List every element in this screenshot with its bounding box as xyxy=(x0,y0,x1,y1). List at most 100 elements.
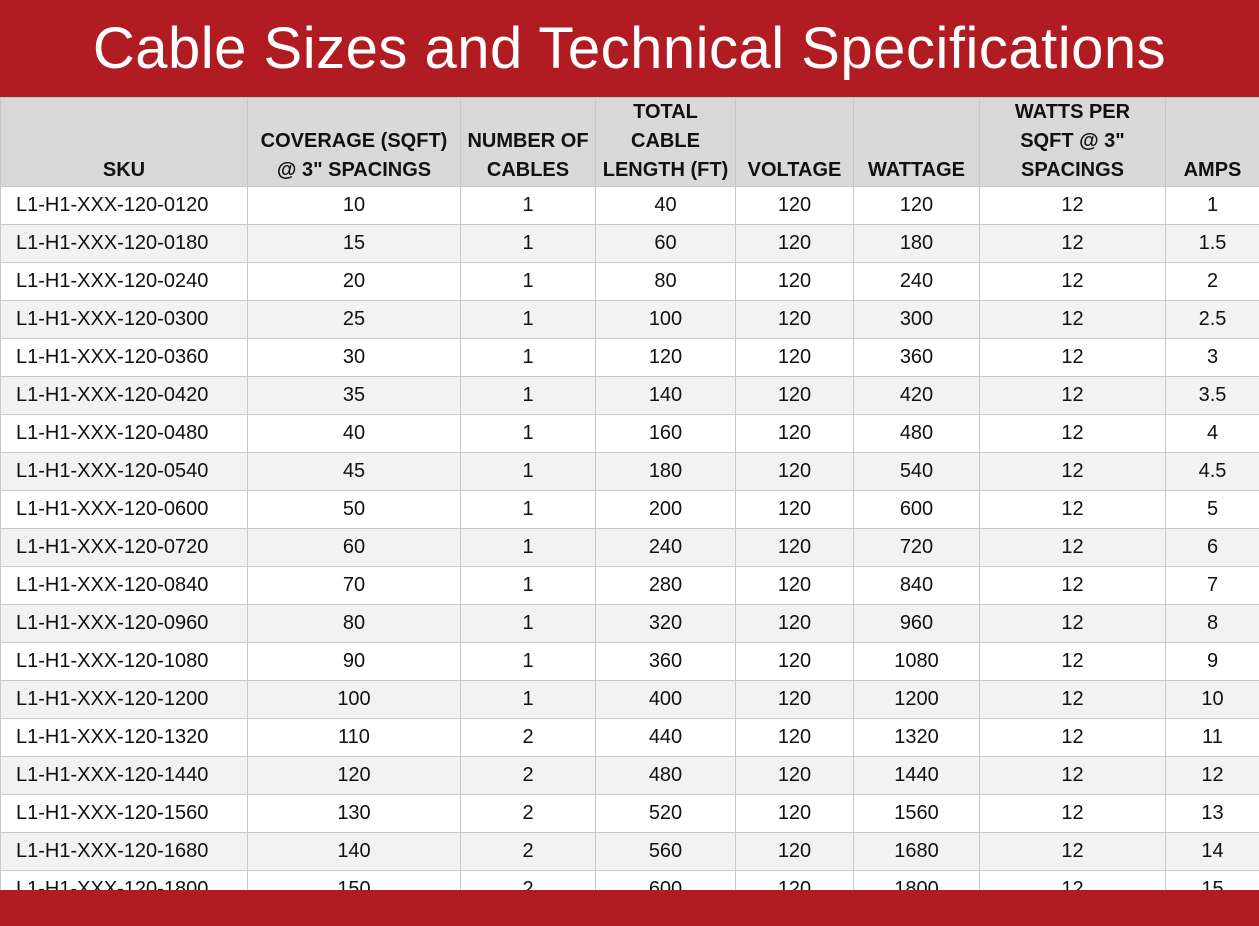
cell-sku: L1-H1-XXX-120-1680 xyxy=(0,832,248,871)
cell-watts-per-sqft: 12 xyxy=(979,604,1166,643)
cell-amps: 1.5 xyxy=(1165,224,1259,263)
table-row: L1-H1-XXX-120-1080 90 1 360 120 1080 12 9 xyxy=(0,642,1259,681)
cell-total-cable-length: 120 xyxy=(595,338,736,377)
cell-coverage: 70 xyxy=(247,566,461,605)
cell-total-cable-length: 200 xyxy=(595,490,736,529)
cell-sku: L1-H1-XXX-120-1080 xyxy=(0,642,248,681)
cell-number-of-cables: 2 xyxy=(460,832,596,871)
cell-total-cable-length: 60 xyxy=(595,224,736,263)
cell-coverage: 80 xyxy=(247,604,461,643)
cell-voltage: 120 xyxy=(735,642,854,681)
cell-voltage: 120 xyxy=(735,604,854,643)
cell-sku: L1-H1-XXX-120-0600 xyxy=(0,490,248,529)
cell-watts-per-sqft: 12 xyxy=(979,300,1166,339)
cell-wattage: 600 xyxy=(853,490,980,529)
cell-wattage: 840 xyxy=(853,566,980,605)
cell-amps: 2 xyxy=(1165,262,1259,301)
column-header-number-of-cables: NUMBER OF CABLES xyxy=(460,97,596,187)
cell-wattage: 1680 xyxy=(853,832,980,871)
table-row: L1-H1-XXX-120-0480 40 1 160 120 480 12 4 xyxy=(0,414,1259,453)
cell-sku: L1-H1-XXX-120-0420 xyxy=(0,376,248,415)
cell-wattage: 240 xyxy=(853,262,980,301)
cell-coverage: 20 xyxy=(247,262,461,301)
cell-sku: L1-H1-XXX-120-1200 xyxy=(0,680,248,719)
table-row: L1-H1-XXX-120-0960 80 1 320 120 960 12 8 xyxy=(0,604,1259,643)
cell-wattage: 1200 xyxy=(853,680,980,719)
cell-voltage: 120 xyxy=(735,680,854,719)
footer-bar xyxy=(0,890,1259,926)
cell-amps: 4.5 xyxy=(1165,452,1259,491)
table-row: L1-H1-XXX-120-1560 130 2 520 120 1560 12 13 xyxy=(0,794,1259,833)
cell-number-of-cables: 1 xyxy=(460,490,596,529)
cell-number-of-cables: 1 xyxy=(460,528,596,567)
column-header-sku: SKU xyxy=(0,97,248,187)
cell-wattage: 720 xyxy=(853,528,980,567)
cell-coverage: 90 xyxy=(247,642,461,681)
cell-amps: 6 xyxy=(1165,528,1259,567)
cell-amps: 3 xyxy=(1165,338,1259,377)
cell-total-cable-length: 560 xyxy=(595,832,736,871)
cell-sku: L1-H1-XXX-120-1440 xyxy=(0,756,248,795)
cell-number-of-cables: 1 xyxy=(460,338,596,377)
column-header-amps: AMPS xyxy=(1165,97,1259,187)
column-header-voltage: VOLTAGE xyxy=(735,97,854,187)
cell-number-of-cables: 1 xyxy=(460,300,596,339)
cell-amps: 12 xyxy=(1165,756,1259,795)
cell-amps: 9 xyxy=(1165,642,1259,681)
cell-total-cable-length: 140 xyxy=(595,376,736,415)
cell-number-of-cables: 2 xyxy=(460,794,596,833)
cell-coverage: 40 xyxy=(247,414,461,453)
header-row: SKU COVERAGE (SQFT) @ 3" SPACINGS NUMBER O… xyxy=(0,97,1259,187)
cell-voltage: 120 xyxy=(735,832,854,871)
table-row: L1-H1-XXX-120-0540 45 1 180 120 540 12 4.5 xyxy=(0,452,1259,491)
table-row: L1-H1-XXX-120-1320 110 2 440 120 1320 12 11 xyxy=(0,718,1259,757)
cell-wattage: 540 xyxy=(853,452,980,491)
cell-total-cable-length: 480 xyxy=(595,756,736,795)
cell-number-of-cables: 1 xyxy=(460,680,596,719)
cell-number-of-cables: 2 xyxy=(460,718,596,757)
cell-voltage: 120 xyxy=(735,414,854,453)
cell-wattage: 1560 xyxy=(853,794,980,833)
cell-amps: 1 xyxy=(1165,186,1259,225)
cell-sku: L1-H1-XXX-120-1320 xyxy=(0,718,248,757)
cell-number-of-cables: 1 xyxy=(460,604,596,643)
cell-watts-per-sqft: 12 xyxy=(979,566,1166,605)
cell-wattage: 1440 xyxy=(853,756,980,795)
cell-voltage: 120 xyxy=(735,262,854,301)
cell-watts-per-sqft: 12 xyxy=(979,718,1166,757)
cell-total-cable-length: 180 xyxy=(595,452,736,491)
cell-watts-per-sqft: 12 xyxy=(979,528,1166,567)
cell-total-cable-length: 280 xyxy=(595,566,736,605)
cell-amps: 7 xyxy=(1165,566,1259,605)
table-row: L1-H1-XXX-120-0360 30 1 120 120 360 12 3 xyxy=(0,338,1259,377)
table-row: L1-H1-XXX-120-0600 50 1 200 120 600 12 5 xyxy=(0,490,1259,529)
cell-total-cable-length: 360 xyxy=(595,642,736,681)
cell-wattage: 120 xyxy=(853,186,980,225)
table-body: L1-H1-XXX-120-0120 10 1 40 120 120 12 1 L1-H1-XX… xyxy=(0,186,1259,909)
cell-wattage: 360 xyxy=(853,338,980,377)
table-row: L1-H1-XXX-120-0300 25 1 100 120 300 12 2.5 xyxy=(0,300,1259,339)
cell-total-cable-length: 440 xyxy=(595,718,736,757)
cell-total-cable-length: 160 xyxy=(595,414,736,453)
cell-total-cable-length: 80 xyxy=(595,262,736,301)
cell-wattage: 960 xyxy=(853,604,980,643)
cell-total-cable-length: 100 xyxy=(595,300,736,339)
cell-coverage: 120 xyxy=(247,756,461,795)
cell-sku: L1-H1-XXX-120-1560 xyxy=(0,794,248,833)
cell-sku: L1-H1-XXX-120-0480 xyxy=(0,414,248,453)
column-header-watts-per-sqft: WATTS PER SQFT @ 3" SPACINGS xyxy=(979,97,1166,187)
cell-wattage: 300 xyxy=(853,300,980,339)
cell-amps: 2.5 xyxy=(1165,300,1259,339)
cell-voltage: 120 xyxy=(735,794,854,833)
cell-voltage: 120 xyxy=(735,490,854,529)
cell-coverage: 60 xyxy=(247,528,461,567)
cell-coverage: 110 xyxy=(247,718,461,757)
cell-total-cable-length: 240 xyxy=(595,528,736,567)
cell-coverage: 25 xyxy=(247,300,461,339)
cell-number-of-cables: 1 xyxy=(460,452,596,491)
column-header-total-cable-length: TOTAL CABLE LENGTH (FT) xyxy=(595,97,736,187)
cell-amps: 13 xyxy=(1165,794,1259,833)
cell-watts-per-sqft: 12 xyxy=(979,490,1166,529)
cell-wattage: 180 xyxy=(853,224,980,263)
cell-watts-per-sqft: 12 xyxy=(979,452,1166,491)
